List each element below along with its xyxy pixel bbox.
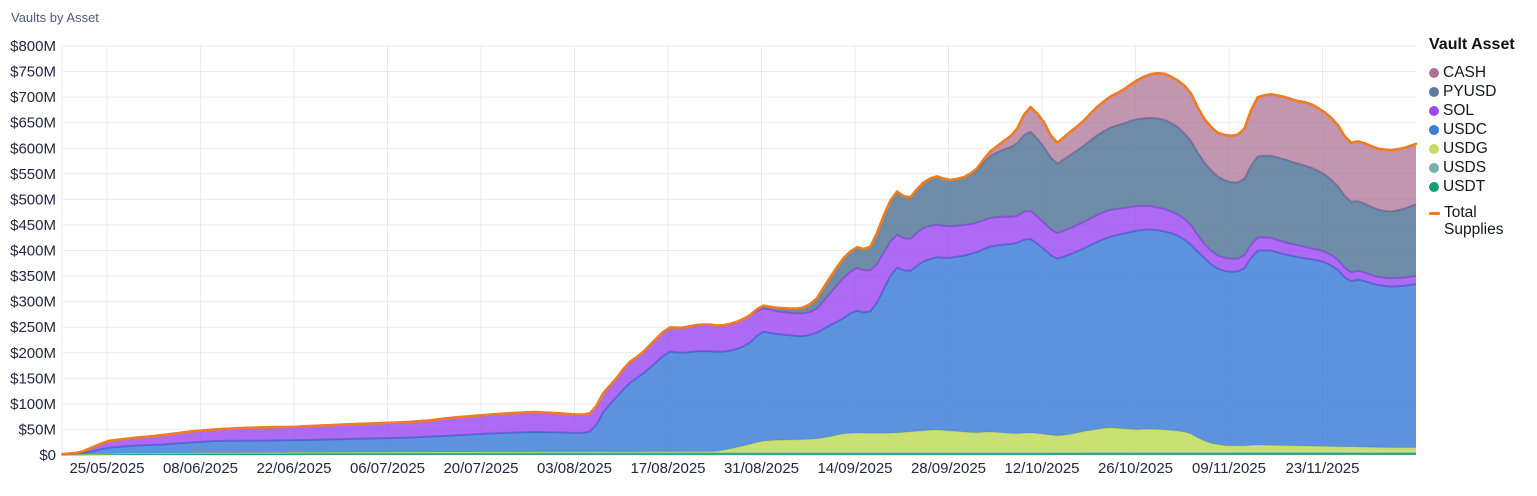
- area-sol[interactable]: [62, 205, 1416, 455]
- svg-text:$200M: $200M: [10, 345, 56, 362]
- svg-text:31/08/2025: 31/08/2025: [724, 460, 799, 477]
- svg-text:$0: $0: [39, 447, 56, 464]
- legend-label-cash: CASH: [1443, 63, 1487, 81]
- legend-item-usdg[interactable]: USDG: [1429, 139, 1533, 158]
- legend-item-sol[interactable]: SOL: [1429, 101, 1533, 120]
- legend-item-usdt[interactable]: USDT: [1429, 177, 1533, 196]
- legend-swatch-usdc: [1429, 124, 1439, 135]
- y-axis-labels: $0 $50M $100M $150M $200M $250M $300M $350M $400…: [10, 38, 56, 464]
- legend-label-usdg: USDG: [1443, 139, 1488, 157]
- svg-text:17/08/2025: 17/08/2025: [630, 460, 705, 477]
- svg-text:$100M: $100M: [10, 396, 56, 413]
- legend-item-cash[interactable]: CASH: [1429, 63, 1533, 82]
- area-cash[interactable]: [62, 73, 1416, 455]
- svg-text:$50M: $50M: [18, 421, 56, 438]
- svg-text:$500M: $500M: [10, 191, 56, 208]
- legend-item-pyusd[interactable]: PYUSD: [1429, 82, 1533, 101]
- svg-text:20/07/2025: 20/07/2025: [443, 460, 518, 477]
- legend-swatch-usdt: [1429, 181, 1439, 192]
- legend-label-pyusd: PYUSD: [1443, 82, 1497, 100]
- svg-text:$400M: $400M: [10, 243, 56, 260]
- svg-text:03/08/2025: 03/08/2025: [537, 460, 612, 477]
- x-axis-labels: 25/05/2025 08/06/2025 22/06/2025 06/07/2025…: [69, 460, 1359, 477]
- svg-text:28/09/2025: 28/09/2025: [911, 460, 986, 477]
- svg-text:$650M: $650M: [10, 115, 56, 132]
- legend-items: CASH PYUSD SOL USDC USDG USDS USDT: [1429, 63, 1533, 196]
- svg-text:$350M: $350M: [10, 268, 56, 285]
- svg-text:$700M: $700M: [10, 89, 56, 106]
- legend-label-usds: USDS: [1443, 158, 1487, 176]
- legend-swatch-sol: [1429, 105, 1439, 116]
- chart-legend: Vault Asset CASH PYUSD SOL USDC USDG USDS USDT…: [1429, 36, 1533, 238]
- svg-text:25/05/2025: 25/05/2025: [69, 460, 144, 477]
- svg-text:06/07/2025: 06/07/2025: [350, 460, 425, 477]
- legend-swatch-usdg: [1429, 143, 1439, 154]
- area-pyusd[interactable]: [62, 117, 1416, 455]
- legend-label-sol: SOL: [1443, 101, 1475, 119]
- svg-text:$300M: $300M: [10, 294, 56, 311]
- legend-label-usdt: USDT: [1443, 177, 1486, 195]
- svg-text:08/06/2025: 08/06/2025: [163, 460, 238, 477]
- svg-text:12/10/2025: 12/10/2025: [1004, 460, 1079, 477]
- total-supplies-dash-icon: [1429, 212, 1440, 215]
- svg-text:09/11/2025: 09/11/2025: [1192, 460, 1266, 477]
- legend-item-total-supplies[interactable]: Total Supplies: [1429, 204, 1533, 238]
- legend-swatch-pyusd: [1429, 86, 1439, 97]
- svg-text:$800M: $800M: [10, 38, 56, 55]
- area-usdc[interactable]: [62, 229, 1416, 455]
- svg-text:$150M: $150M: [10, 370, 56, 387]
- legend-item-usds[interactable]: USDS: [1429, 158, 1533, 177]
- svg-text:26/10/2025: 26/10/2025: [1098, 460, 1173, 477]
- chart-title: Vaults by Asset: [11, 10, 99, 25]
- svg-text:14/09/2025: 14/09/2025: [817, 460, 892, 477]
- legend-title: Vault Asset: [1429, 36, 1515, 53]
- area-usdg[interactable]: [62, 427, 1416, 455]
- svg-text:$750M: $750M: [10, 64, 56, 81]
- legend-swatch-cash: [1429, 67, 1439, 78]
- legend-item-usdc[interactable]: USDC: [1429, 120, 1533, 139]
- svg-text:$450M: $450M: [10, 217, 56, 234]
- svg-text:$250M: $250M: [10, 319, 56, 336]
- legend-label-total-supplies: Total Supplies: [1444, 204, 1504, 238]
- total-supplies-line: [61, 72, 1418, 456]
- legend-label-usdc: USDC: [1443, 120, 1487, 138]
- stacked-areas: [62, 73, 1417, 456]
- svg-text:23/11/2025: 23/11/2025: [1286, 460, 1360, 477]
- legend-swatch-usds: [1429, 162, 1439, 173]
- svg-text:22/06/2025: 22/06/2025: [256, 460, 331, 477]
- svg-text:$550M: $550M: [10, 166, 56, 183]
- svg-text:$600M: $600M: [10, 140, 56, 157]
